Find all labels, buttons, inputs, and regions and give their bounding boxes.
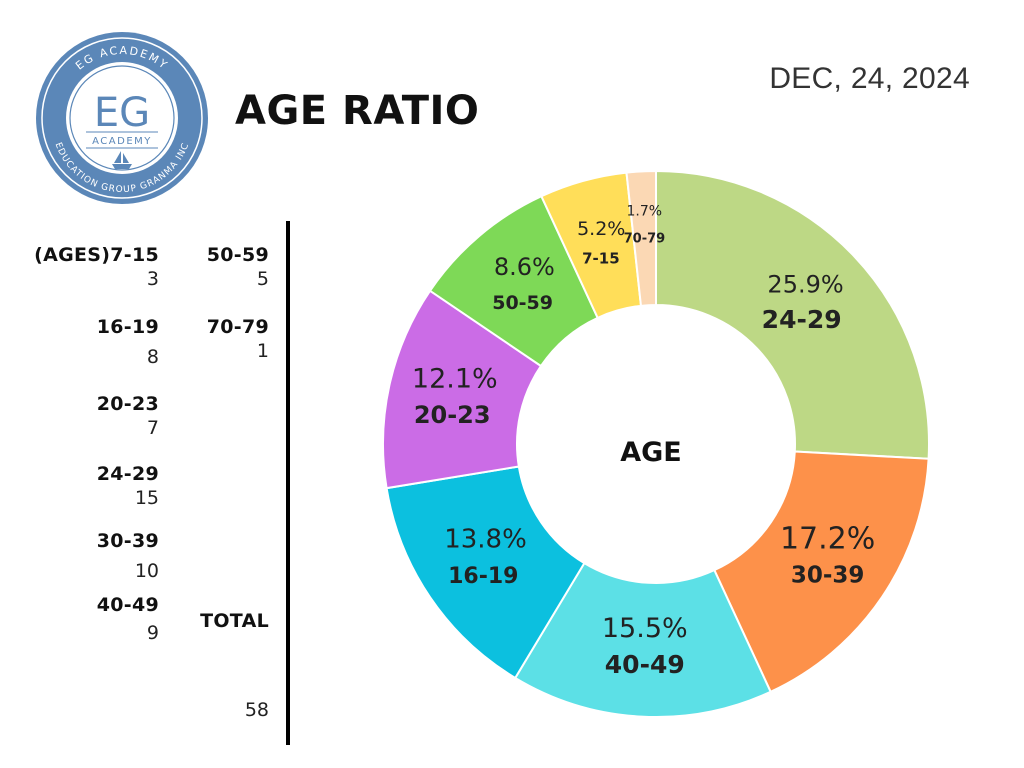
legend-label: 16-19	[96, 316, 159, 338]
slice-30-39	[713, 450, 930, 694]
slice-percent-label: 25.9%	[767, 270, 843, 298]
slice-percent-label: 15.5%	[602, 613, 688, 644]
slice-70-79	[625, 169, 657, 307]
legend-value: 7	[146, 417, 159, 439]
slice-24-29	[655, 169, 930, 460]
legend-item-50-59: 50-59 5	[169, 244, 269, 290]
legend-value: 10	[134, 560, 159, 582]
legend-label: 50-59	[206, 244, 269, 266]
total-value-group: 58	[169, 697, 269, 721]
legend-label: 30-39	[96, 530, 159, 552]
slice-percent-label: 12.1%	[412, 364, 498, 395]
slice-40-49	[513, 561, 772, 718]
slice-category-label: 50-59	[492, 292, 553, 314]
logo-subtitle: ACADEMY	[92, 136, 152, 147]
donut-center-label: AGE	[620, 437, 682, 468]
legend-item-7-15: (AGES)7-15 3	[0, 244, 159, 290]
legend-label: 24-29	[96, 463, 159, 485]
total-label: TOTAL	[200, 610, 269, 632]
legend-value: 1	[256, 340, 269, 362]
legend-label: 40-49	[96, 594, 159, 616]
slice-percent-label: 5.2%	[577, 218, 625, 240]
total-value: 58	[244, 699, 269, 721]
legend-value: 15	[134, 487, 159, 509]
legend-item-70-79: 70-79 1	[169, 316, 269, 362]
slice-16-19	[385, 465, 586, 680]
legend-item-40-49: 40-49 9	[0, 594, 159, 644]
total-label-group: TOTAL	[169, 610, 269, 632]
donut-labels: 25.9% 24-29 17.2% 30-39 15.5% 40-49 13.8% 16-19…	[412, 204, 875, 679]
legend-value: 3	[146, 268, 159, 290]
slice-category-label: 16-19	[448, 564, 518, 589]
slice-percent-label: 8.6%	[494, 253, 555, 281]
slice-category-label: 20-23	[414, 401, 491, 429]
slice-percent-label: 13.8%	[444, 525, 527, 555]
eg-academy-logo: EG ACADEMY EDUCATION GROUP GRANMA INC EG…	[36, 32, 208, 204]
legend-item-30-39: 30-39 10	[0, 530, 159, 582]
slice-category-label: 24-29	[762, 305, 842, 334]
slice-category-label: 30-39	[791, 562, 865, 588]
divider-line	[286, 221, 290, 745]
donut-slices	[382, 169, 930, 718]
logo-monogram: EG	[94, 90, 150, 136]
slice-percent-label: 17.2%	[780, 521, 875, 556]
slice-category-label: 7-15	[582, 250, 620, 268]
legend-item-16-19: 16-19 8	[0, 316, 159, 368]
slice-category-label: 70-79	[624, 231, 666, 246]
page-title: AGE RATIO	[235, 88, 480, 134]
legend-label: (AGES)7-15	[34, 244, 159, 266]
legend-value: 9	[146, 622, 159, 644]
ship-icon	[112, 151, 132, 169]
legend-value: 8	[146, 346, 159, 368]
legend-value: 5	[256, 268, 269, 290]
date-label: DEC, 24, 2024	[769, 62, 970, 95]
legend-label: 70-79	[206, 316, 269, 338]
slice-percent-label: 1.7%	[626, 204, 662, 220]
legend-label: 20-23	[96, 393, 159, 415]
legend-item-20-23: 20-23 7	[0, 393, 159, 439]
legend-item-24-29: 24-29 15	[0, 463, 159, 509]
slice-category-label: 40-49	[605, 650, 685, 679]
